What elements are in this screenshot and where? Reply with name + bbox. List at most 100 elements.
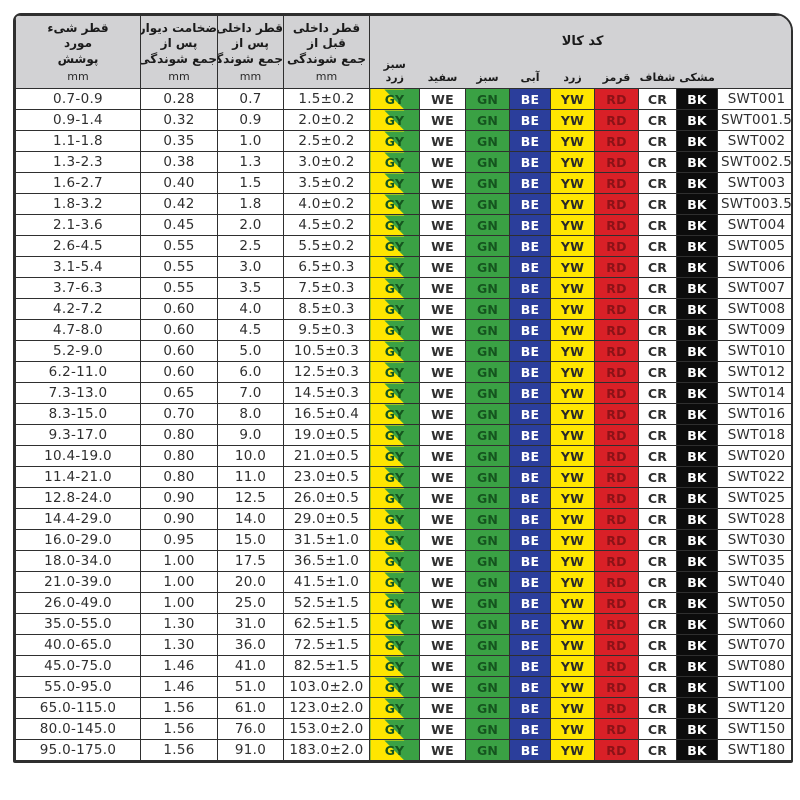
id-after-shrink-cell: 8.0	[217, 403, 284, 425]
spec-table-container: قطر شیء مورد پوشش mm ضخامت دیوار پس از ج…	[13, 13, 793, 763]
color-cell-gy: GY	[369, 655, 420, 677]
color-column-label-yw: زرد	[550, 57, 595, 89]
id-before-shrink-cell: 4.5±0.2	[283, 214, 370, 236]
color-cell-we: WE	[419, 235, 466, 257]
id-before-shrink-cell: 2.0±0.2	[283, 109, 370, 131]
color-cell-gy: GY	[369, 382, 420, 404]
color-cell-cr: CR	[638, 214, 677, 236]
color-cell-yw: YW	[550, 340, 595, 362]
color-cell-bk: BK	[676, 592, 718, 614]
id-after-shrink-cell: 4.0	[217, 298, 284, 320]
color-cell-gy: GY	[369, 529, 420, 551]
color-cell-yw: YW	[550, 592, 595, 614]
id-before-shrink-cell: 3.0±0.2	[283, 151, 370, 173]
object-diameter-cell: 9.3-17.0	[15, 424, 141, 446]
color-cell-we: WE	[419, 613, 466, 635]
id-before-shrink-cell: 36.5±1.0	[283, 550, 370, 572]
id-after-shrink-cell: 76.0	[217, 718, 284, 740]
color-cell-cr: CR	[638, 529, 677, 551]
wall-thickness-cell: 1.00	[140, 571, 218, 593]
color-cell-be: BE	[509, 319, 551, 341]
table-row: 4.7-8.0 0.60 4.5 9.5±0.3 GY WE GN BE YW RD CR BK SWT…	[15, 319, 791, 341]
product-code-cell: SWT030	[716, 529, 791, 551]
id-after-shrink-cell: 2.5	[217, 235, 284, 257]
color-cell-yw: YW	[550, 613, 595, 635]
color-cell-yw: YW	[550, 739, 595, 761]
color-cell-gn: GN	[465, 109, 510, 131]
id-after-shrink-cell: 4.5	[217, 319, 284, 341]
wall-thickness-cell: 1.46	[140, 655, 218, 677]
color-cell-cr: CR	[638, 613, 677, 635]
color-cell-gn: GN	[465, 571, 510, 593]
id-before-shrink-cell: 9.5±0.3	[283, 319, 370, 341]
id-before-shrink-cell: 82.5±1.5	[283, 655, 370, 677]
object-diameter-cell: 1.3-2.3	[15, 151, 141, 173]
wall-thickness-cell: 1.30	[140, 613, 218, 635]
color-cell-bk: BK	[676, 319, 718, 341]
color-cell-gn: GN	[465, 487, 510, 509]
object-diameter-cell: 55.0-95.0	[15, 676, 141, 698]
color-cell-we: WE	[419, 298, 466, 320]
color-cell-cr: CR	[638, 424, 677, 446]
color-cell-we: WE	[419, 697, 466, 719]
header-label-line: قطر داخلی	[292, 20, 361, 35]
color-cell-rd: RD	[594, 235, 639, 257]
color-cell-gn: GN	[465, 172, 510, 194]
color-cell-gn: GN	[465, 739, 510, 761]
color-cell-we: WE	[419, 550, 466, 572]
wall-thickness-cell: 0.60	[140, 298, 218, 320]
color-cell-bk: BK	[676, 424, 718, 446]
color-cell-gn: GN	[465, 88, 510, 110]
color-cell-we: WE	[419, 340, 466, 362]
color-cell-yw: YW	[550, 172, 595, 194]
color-cell-gy: GY	[369, 613, 420, 635]
color-cell-gn: GN	[465, 256, 510, 278]
color-cell-gn: GN	[465, 508, 510, 530]
color-cell-cr: CR	[638, 361, 677, 383]
color-cell-be: BE	[509, 529, 551, 551]
color-cell-bk: BK	[676, 508, 718, 530]
id-before-shrink-cell: 62.5±1.5	[283, 613, 370, 635]
color-cell-rd: RD	[594, 382, 639, 404]
color-cell-yw: YW	[550, 256, 595, 278]
color-cell-gn: GN	[465, 676, 510, 698]
header-label-line: جمع شوندگی	[287, 51, 366, 66]
color-cell-be: BE	[509, 508, 551, 530]
color-cell-yw: YW	[550, 655, 595, 677]
object-diameter-cell: 0.9-1.4	[15, 109, 141, 131]
color-cell-gy: GY	[369, 298, 420, 320]
color-cell-cr: CR	[638, 634, 677, 656]
color-column-label-cr: شفاف	[638, 57, 677, 89]
object-diameter-cell: 14.4-29.0	[15, 508, 141, 530]
unit-label: mm	[168, 70, 190, 84]
color-cell-rd: RD	[594, 340, 639, 362]
color-cell-bk: BK	[676, 676, 718, 698]
id-before-shrink-cell: 7.5±0.3	[283, 277, 370, 299]
color-cell-cr: CR	[638, 466, 677, 488]
table-row: 65.0-115.0 1.56 61.0 123.0±2.0 GY WE GN BE YW RD C…	[15, 697, 791, 719]
color-cell-be: BE	[509, 466, 551, 488]
color-cell-cr: CR	[638, 298, 677, 320]
color-cell-bk: BK	[676, 718, 718, 740]
header-row-color-labels: سبز زرد سفید سبز آبی زرد قرمز شفاف مشکی	[16, 57, 791, 89]
wall-thickness-cell: 1.00	[140, 550, 218, 572]
color-cell-be: BE	[509, 655, 551, 677]
color-cell-be: BE	[509, 151, 551, 173]
color-column-label-be: آبی	[509, 57, 551, 89]
color-cell-we: WE	[419, 403, 466, 425]
color-cell-cr: CR	[638, 382, 677, 404]
color-cell-be: BE	[509, 88, 551, 110]
product-code-cell: SWT028	[716, 508, 791, 530]
object-diameter-cell: 26.0-49.0	[15, 592, 141, 614]
object-diameter-cell: 10.4-19.0	[15, 445, 141, 467]
color-cell-rd: RD	[594, 256, 639, 278]
table-row: 7.3-13.0 0.65 7.0 14.5±0.3 GY WE GN BE YW RD CR BK S…	[15, 382, 791, 404]
unit-label: mm	[67, 70, 89, 84]
product-code-cell: SWT012	[716, 361, 791, 383]
wall-thickness-cell: 0.65	[140, 382, 218, 404]
product-code-cell: SWT070	[716, 634, 791, 656]
object-diameter-cell: 80.0-145.0	[15, 718, 141, 740]
color-cell-cr: CR	[638, 508, 677, 530]
code-section-title: کد کالا	[561, 34, 604, 50]
color-cell-gn: GN	[465, 550, 510, 572]
